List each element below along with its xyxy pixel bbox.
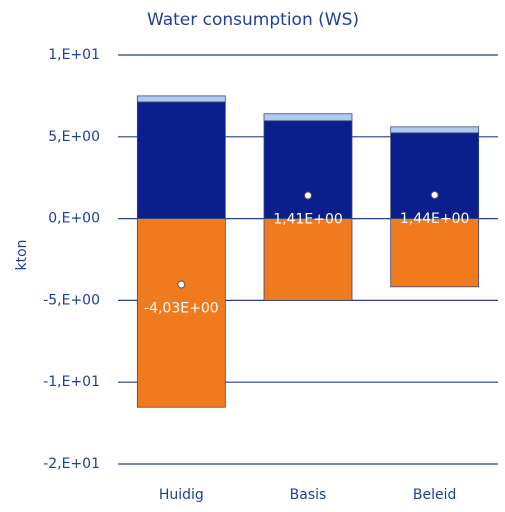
net-marker: [304, 191, 312, 200]
x-tick-label: Beleid: [413, 487, 457, 503]
y-tick-label: 5,E+00: [48, 129, 100, 145]
y-tick-label: 1,E+01: [48, 47, 100, 63]
y-tick-label: -2,E+01: [43, 456, 100, 472]
chart-title: Water consumption (WS): [147, 10, 359, 30]
bar-segment: [263, 113, 353, 122]
y-tick-label: -1,E+01: [43, 374, 100, 390]
y-tick-label: 0,E+00: [48, 211, 100, 227]
x-tick-label: Huidig: [159, 487, 204, 503]
x-tick-label: Basis: [290, 487, 327, 503]
bar-segment: [136, 95, 226, 103]
net-label: -4,03E+00: [144, 301, 219, 317]
bar-segment: [390, 218, 480, 288]
y-axis-label: kton: [14, 239, 30, 270]
net-marker: [430, 191, 439, 200]
net-label: 1,44E+00: [400, 211, 470, 227]
bar-segment: [136, 101, 226, 219]
bar-segment: [136, 218, 226, 408]
bar-segment: [263, 120, 353, 219]
bar-segment: [263, 218, 353, 301]
bar-segment: [390, 126, 480, 134]
y-tick-label: -5,E+00: [43, 292, 100, 308]
net-label: 1,41E+00: [273, 212, 343, 228]
net-marker: [177, 280, 186, 289]
bar-segment: [390, 132, 480, 219]
